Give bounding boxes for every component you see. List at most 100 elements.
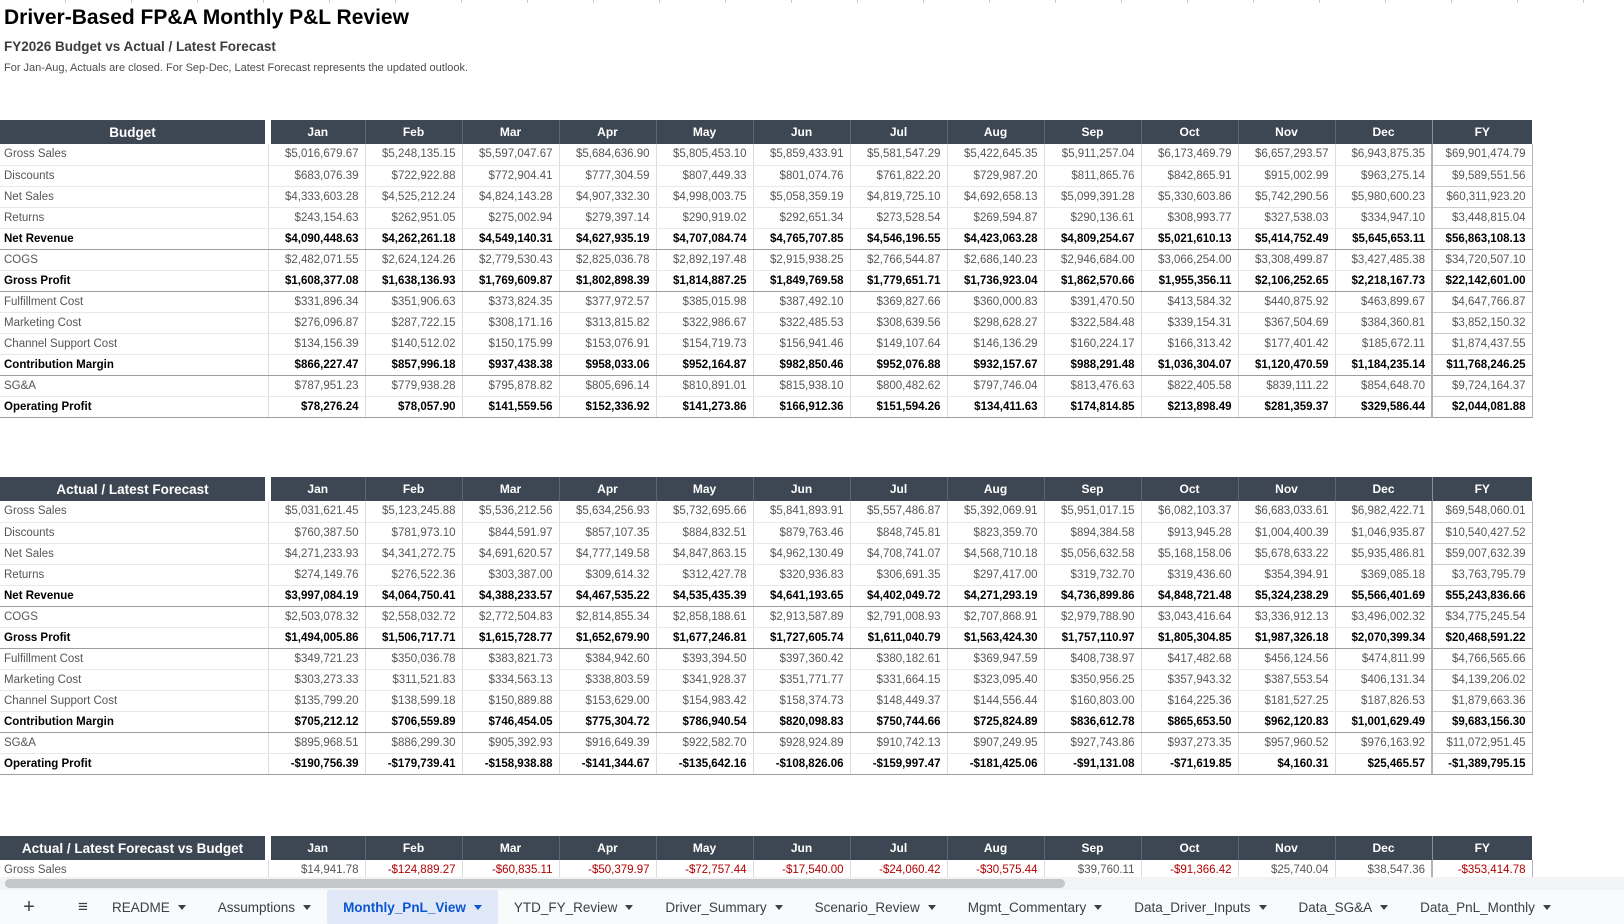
value-cell[interactable]: $2,070,399.34 xyxy=(1334,626,1432,649)
value-cell[interactable]: -$159,997.47 xyxy=(849,752,947,775)
value-cell[interactable]: $213,898.49 xyxy=(1140,395,1238,418)
value-cell[interactable]: $1,506,717.71 xyxy=(364,626,462,649)
value-cell[interactable]: $922,582.70 xyxy=(655,732,753,754)
value-cell[interactable]: $4,708,741.07 xyxy=(849,543,947,565)
value-cell[interactable]: $5,859,433.91 xyxy=(752,144,850,166)
value-cell[interactable]: $952,076.88 xyxy=(849,353,947,376)
value-cell[interactable]: $1,727,605.74 xyxy=(752,626,850,649)
row-label-cell[interactable]: Gross Sales xyxy=(0,144,268,166)
value-cell[interactable]: $895,968.51 xyxy=(267,732,365,754)
value-cell[interactable]: $6,082,103.37 xyxy=(1140,501,1238,523)
column-header-cell[interactable]: Jul xyxy=(849,120,947,144)
row-label-cell[interactable]: Discounts xyxy=(0,522,268,544)
value-cell[interactable]: $725,824.89 xyxy=(946,710,1044,733)
value-cell[interactable]: $839,111.22 xyxy=(1237,375,1335,397)
value-cell[interactable]: $1,677,246.81 xyxy=(655,626,753,649)
value-cell[interactable]: $5,911,257.04 xyxy=(1043,144,1141,166)
value-cell[interactable]: $1,987,326.18 xyxy=(1237,626,1335,649)
value-cell[interactable]: $916,649.39 xyxy=(558,732,656,754)
column-header-cell[interactable]: FY xyxy=(1431,477,1532,501)
row-label-cell[interactable]: Net Sales xyxy=(0,543,268,565)
value-cell[interactable]: $866,227.47 xyxy=(267,353,365,376)
sheet-tab-monthly-pnl-view[interactable]: Monthly_PnL_View xyxy=(327,890,498,924)
value-cell[interactable]: $331,664.15 xyxy=(849,669,947,691)
value-cell[interactable]: $138,599.18 xyxy=(364,690,462,712)
value-cell[interactable]: $4,090,448.63 xyxy=(267,227,365,250)
value-cell[interactable]: $3,763,795.79 xyxy=(1431,564,1533,586)
value-cell[interactable]: $290,136.61 xyxy=(1043,207,1141,229)
chevron-down-icon[interactable] xyxy=(625,904,634,910)
value-cell[interactable]: $2,892,197.48 xyxy=(655,249,753,271)
value-cell[interactable]: $4,271,233.93 xyxy=(267,543,365,565)
column-header-cell[interactable]: Aug xyxy=(946,836,1044,860)
value-cell[interactable]: -$91,131.08 xyxy=(1043,752,1141,775)
value-cell[interactable]: -$124,889.27 xyxy=(364,860,462,877)
value-cell[interactable]: $334,563.13 xyxy=(461,669,559,691)
row-label-cell[interactable]: Discounts xyxy=(0,165,268,187)
column-header-cell[interactable]: Dec xyxy=(1334,836,1432,860)
value-cell[interactable]: $5,021,610.13 xyxy=(1140,227,1238,250)
sheet-tab-data-driver-inputs[interactable]: Data_Driver_Inputs xyxy=(1118,890,1282,924)
value-cell[interactable]: $760,387.50 xyxy=(267,522,365,544)
column-header-cell[interactable]: Oct xyxy=(1140,836,1238,860)
value-cell[interactable]: -$179,739.41 xyxy=(364,752,462,775)
chevron-down-icon[interactable] xyxy=(303,904,312,910)
value-cell[interactable]: $3,427,485.38 xyxy=(1334,249,1432,271)
chevron-down-icon[interactable] xyxy=(1380,904,1389,910)
value-cell[interactable]: $988,291.48 xyxy=(1043,353,1141,376)
value-cell[interactable]: $9,589,551.56 xyxy=(1431,165,1533,187)
value-cell[interactable]: $5,099,391.28 xyxy=(1043,186,1141,208)
value-cell[interactable]: $327,538.03 xyxy=(1237,207,1335,229)
value-cell[interactable]: $905,392.93 xyxy=(461,732,559,754)
value-cell[interactable]: $2,913,587.89 xyxy=(752,606,850,628)
value-cell[interactable]: $2,915,938.25 xyxy=(752,249,850,271)
value-cell[interactable]: $963,275.14 xyxy=(1334,165,1432,187)
row-label-cell[interactable]: Operating Profit xyxy=(0,752,268,775)
value-cell[interactable]: $811,865.76 xyxy=(1043,165,1141,187)
value-cell[interactable]: $706,559.89 xyxy=(364,710,462,733)
value-cell[interactable]: $11,072,951.45 xyxy=(1431,732,1533,754)
value-cell[interactable]: $823,359.70 xyxy=(946,522,1044,544)
column-header-cell[interactable]: Dec xyxy=(1334,477,1432,501)
value-cell[interactable]: $836,612.78 xyxy=(1043,710,1141,733)
row-label-cell[interactable]: Fulfillment Cost xyxy=(0,648,268,670)
value-cell[interactable]: $807,449.33 xyxy=(655,165,753,187)
row-label-cell[interactable]: Contribution Margin xyxy=(0,710,268,733)
value-cell[interactable]: $886,299.30 xyxy=(364,732,462,754)
value-cell[interactable]: $879,763.46 xyxy=(752,522,850,544)
table-name-header[interactable]: Budget xyxy=(0,120,271,144)
value-cell[interactable]: $14,941.78 xyxy=(267,860,365,877)
value-cell[interactable]: $177,401.42 xyxy=(1237,333,1335,355)
value-cell[interactable]: $1,779,651.71 xyxy=(849,269,947,292)
value-cell[interactable]: $1,608,377.08 xyxy=(267,269,365,292)
sheet-tab-mgmt-commentary[interactable]: Mgmt_Commentary xyxy=(952,890,1119,924)
value-cell[interactable]: $3,043,416.64 xyxy=(1140,606,1238,628)
value-cell[interactable]: $369,085.18 xyxy=(1334,564,1432,586)
column-header-cell[interactable]: Jun xyxy=(752,477,850,501)
value-cell[interactable]: $385,015.98 xyxy=(655,291,753,313)
value-cell[interactable]: $297,417.00 xyxy=(946,564,1044,586)
value-cell[interactable]: $2,814,855.34 xyxy=(558,606,656,628)
value-cell[interactable]: $1,802,898.39 xyxy=(558,269,656,292)
value-cell[interactable]: $59,007,632.39 xyxy=(1431,543,1533,565)
value-cell[interactable]: $5,841,893.91 xyxy=(752,501,850,523)
value-cell[interactable]: $152,336.92 xyxy=(558,395,656,418)
value-cell[interactable]: $150,175.99 xyxy=(461,333,559,355)
column-header-cell[interactable]: Feb xyxy=(364,477,462,501)
value-cell[interactable]: $932,157.67 xyxy=(946,353,1044,376)
row-label-cell[interactable]: COGS xyxy=(0,606,268,628)
value-cell[interactable]: $338,803.59 xyxy=(558,669,656,691)
column-header-cell[interactable]: Jun xyxy=(752,836,850,860)
column-header-cell[interactable]: Nov xyxy=(1237,477,1335,501)
value-cell[interactable]: $705,212.12 xyxy=(267,710,365,733)
sheet-tab-assumptions[interactable]: Assumptions xyxy=(202,890,327,924)
value-cell[interactable]: $181,527.25 xyxy=(1237,690,1335,712)
value-cell[interactable]: $279,397.14 xyxy=(558,207,656,229)
value-cell[interactable]: $775,304.72 xyxy=(558,710,656,733)
value-cell[interactable]: -$72,757.44 xyxy=(655,860,753,877)
value-cell[interactable]: $787,951.23 xyxy=(267,375,365,397)
value-cell[interactable]: $350,036.78 xyxy=(364,648,462,670)
value-cell[interactable]: $313,815.82 xyxy=(558,312,656,334)
value-cell[interactable]: $322,584.48 xyxy=(1043,312,1141,334)
value-cell[interactable]: $357,943.32 xyxy=(1140,669,1238,691)
